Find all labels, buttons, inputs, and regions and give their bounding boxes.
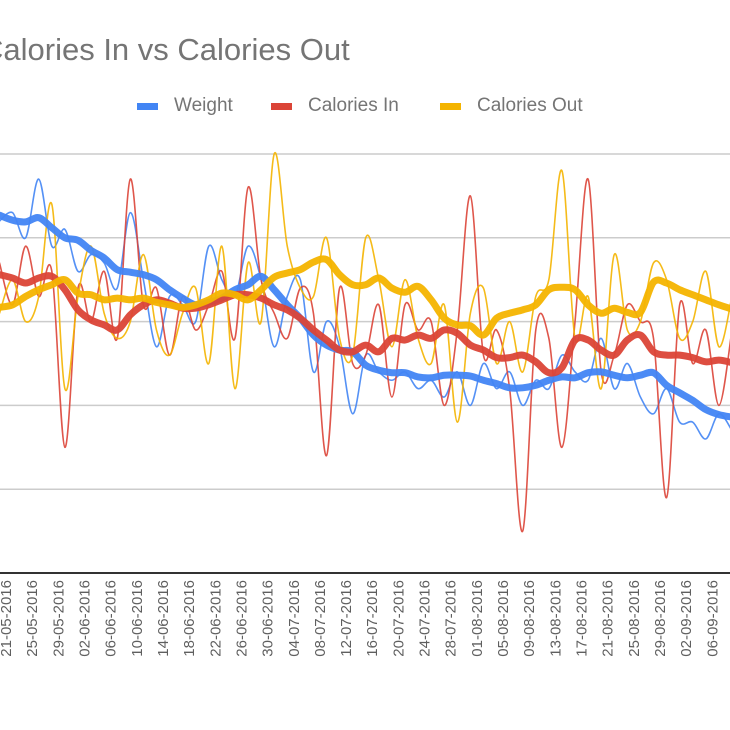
legend-label-calories-out: Calories Out bbox=[477, 95, 583, 116]
x-tick-label: 06-06-2016 bbox=[103, 580, 120, 657]
x-tick-label: 22-06-2016 bbox=[207, 580, 224, 657]
x-tick-label: 25-08-2016 bbox=[626, 580, 643, 657]
x-tick-label: 12-07-2016 bbox=[338, 580, 355, 657]
x-tick-label: 21-08-2016 bbox=[600, 580, 617, 657]
x-tick-label: 26-06-2016 bbox=[233, 580, 250, 657]
calories-in-trend-line bbox=[0, 271, 730, 377]
x-tick-label: 30-06-2016 bbox=[260, 580, 277, 657]
x-tick-label: 04-07-2016 bbox=[286, 580, 303, 657]
legend-swatch-calories-out bbox=[440, 102, 461, 110]
x-tick-label: 02-06-2016 bbox=[76, 580, 93, 657]
x-tick-label: 20-07-2016 bbox=[390, 580, 407, 657]
x-tick-label: 13-08-2016 bbox=[547, 580, 564, 657]
x-tick-label: 02-09-2016 bbox=[678, 580, 695, 657]
legend-item-calories-in[interactable]: Calories In bbox=[271, 95, 399, 117]
x-tick-label: 01-08-2016 bbox=[469, 580, 486, 657]
calories-out-trend-line bbox=[0, 255, 730, 339]
x-tick-label: 09-08-2016 bbox=[521, 580, 538, 657]
x-tick-label: 17-08-2016 bbox=[574, 580, 591, 657]
legend-item-calories-out[interactable]: Calories Out bbox=[440, 95, 583, 117]
x-tick-label: 14-06-2016 bbox=[155, 580, 172, 657]
calories-out-line bbox=[0, 152, 730, 423]
legend-swatch-weight bbox=[137, 102, 158, 110]
x-tick-label: 18-06-2016 bbox=[181, 580, 198, 657]
x-tick-label: 16-07-2016 bbox=[364, 580, 381, 657]
weight-trend-line bbox=[0, 211, 730, 421]
x-tick-label: 29-05-2016 bbox=[50, 580, 67, 657]
legend-label-weight: Weight bbox=[174, 95, 233, 116]
legend-swatch-calories-in bbox=[271, 102, 292, 110]
x-tick-label: 08-07-2016 bbox=[312, 580, 329, 657]
calories-in-line bbox=[0, 178, 730, 532]
legend: Weight Calories In Calories Out bbox=[0, 95, 730, 121]
x-tick-label: 29-08-2016 bbox=[652, 580, 669, 657]
chart-title: Calories In vs Calories Out bbox=[0, 32, 350, 67]
x-tick-label: 24-07-2016 bbox=[417, 580, 434, 657]
x-tick-label: 21-05-2016 bbox=[0, 580, 15, 657]
x-tick-label: 06-09-2016 bbox=[704, 580, 721, 657]
x-tick-label: 28-07-2016 bbox=[443, 580, 460, 657]
x-tick-label: 05-08-2016 bbox=[495, 580, 512, 657]
legend-item-weight[interactable]: Weight bbox=[137, 95, 233, 117]
x-tick-label: 10-06-2016 bbox=[129, 580, 146, 657]
x-tick-label: 25-05-2016 bbox=[24, 580, 41, 657]
legend-label-calories-in: Calories In bbox=[308, 95, 399, 116]
